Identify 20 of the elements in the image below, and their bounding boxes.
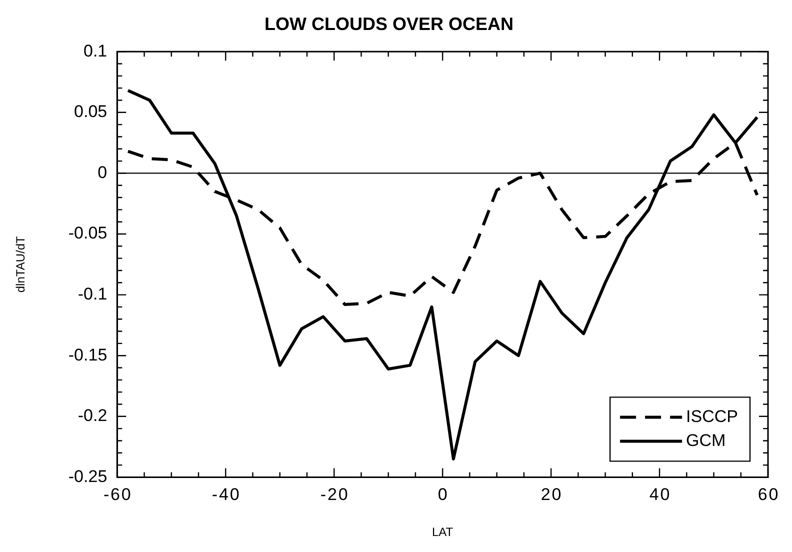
x-tick-label: 2 0 <box>540 485 562 504</box>
y-tick-label: -0.25 <box>68 466 108 486</box>
y-tick-label: 0.1 <box>84 41 108 60</box>
y-tick-label: -0.1 <box>78 284 108 304</box>
x-tick-label: - 2 0 <box>320 485 348 504</box>
y-tick-label: 0.05 <box>74 102 108 122</box>
y-tick-label: 0 <box>98 162 108 182</box>
y-axis-title: dlnTAU/dT <box>14 236 28 293</box>
y-tick-label: -0.2 <box>78 406 108 426</box>
x-tick-label: - 4 0 <box>212 485 240 504</box>
legend-label: ISCCP <box>686 406 738 426</box>
x-tick-label: - 6 0 <box>103 485 131 504</box>
x-tick-label: 0 <box>438 485 448 504</box>
x-axis-title: LAT <box>432 525 454 540</box>
y-tick-label: -0.15 <box>68 345 108 364</box>
chart-title: LOW CLOUDS OVER OCEAN <box>264 14 514 34</box>
legend-label: GCM <box>686 430 726 450</box>
y-tick-label: -0.05 <box>68 224 108 243</box>
x-tick-label: 4 0 <box>649 485 670 504</box>
x-tick-label: 6 0 <box>758 485 778 504</box>
